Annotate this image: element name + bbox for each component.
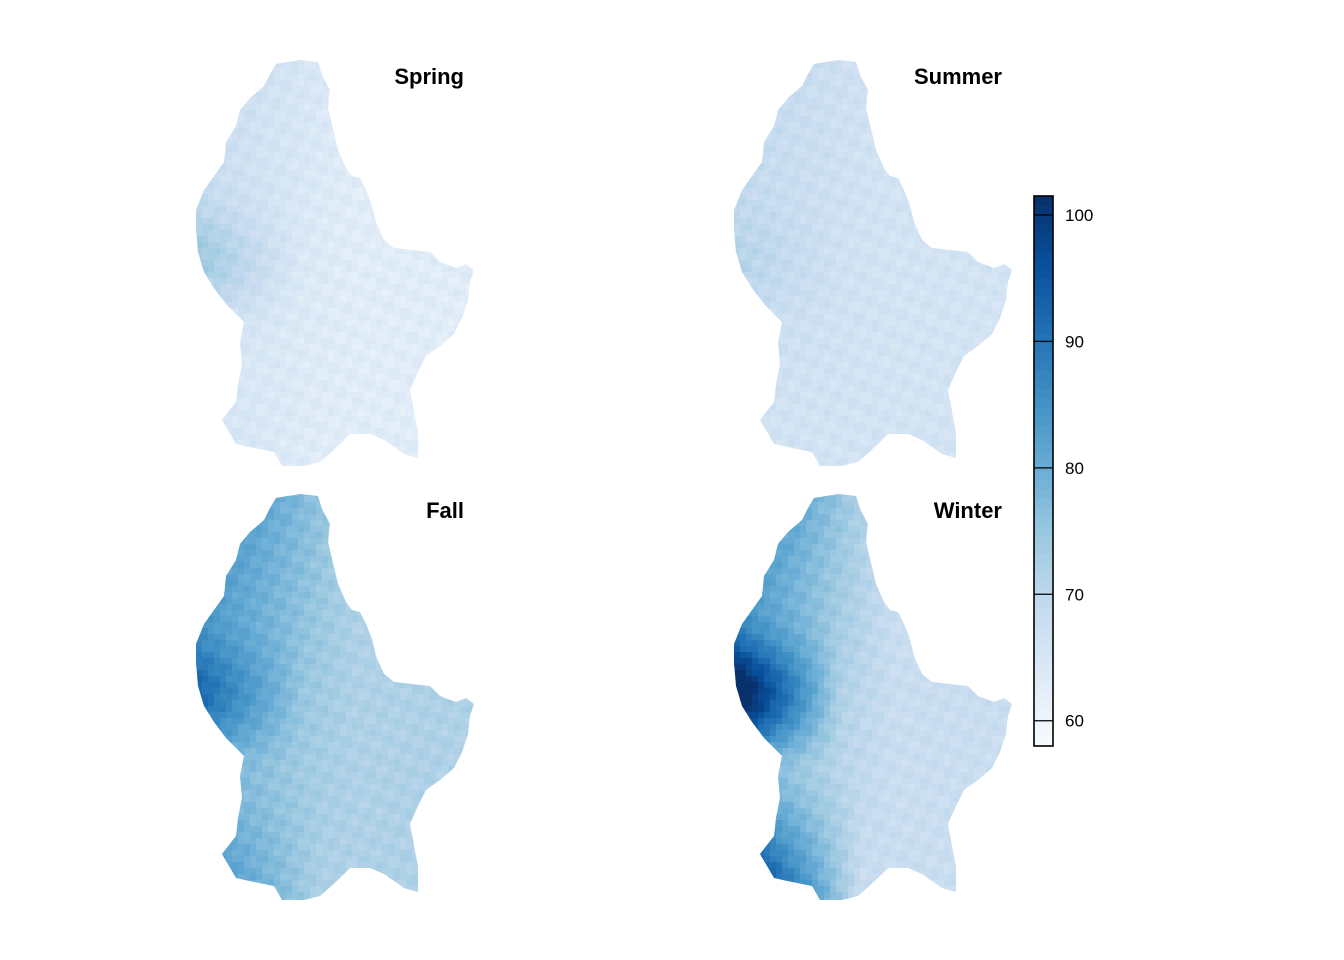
legend-ticks: 60 70 80 90 100: [1034, 206, 1093, 731]
legend-tick-label-90: 90: [1065, 332, 1084, 351]
raster-fall: [196, 494, 474, 900]
panel-title-fall: Fall: [426, 498, 464, 523]
raster-winter: [734, 494, 1012, 900]
raster-summer: [734, 60, 1012, 466]
panel-title-summer: Summer: [914, 64, 1002, 89]
legend-tick-label-80: 80: [1065, 459, 1084, 478]
panel-title-spring: Spring: [394, 64, 464, 89]
legend-tick-label-100: 100: [1065, 206, 1093, 225]
panel-title-winter: Winter: [934, 498, 1003, 523]
season-panels: Spring Summer Fall Winter: [196, 60, 1012, 900]
raster-spring: [196, 60, 474, 466]
color-legend: 60 70 80 90 100: [1033, 195, 1093, 747]
legend-frame: [1033, 195, 1054, 747]
legend-tick-label-60: 60: [1065, 712, 1084, 731]
legend-tick-label-70: 70: [1065, 585, 1084, 604]
legend-color-bar: [1034, 196, 1053, 747]
